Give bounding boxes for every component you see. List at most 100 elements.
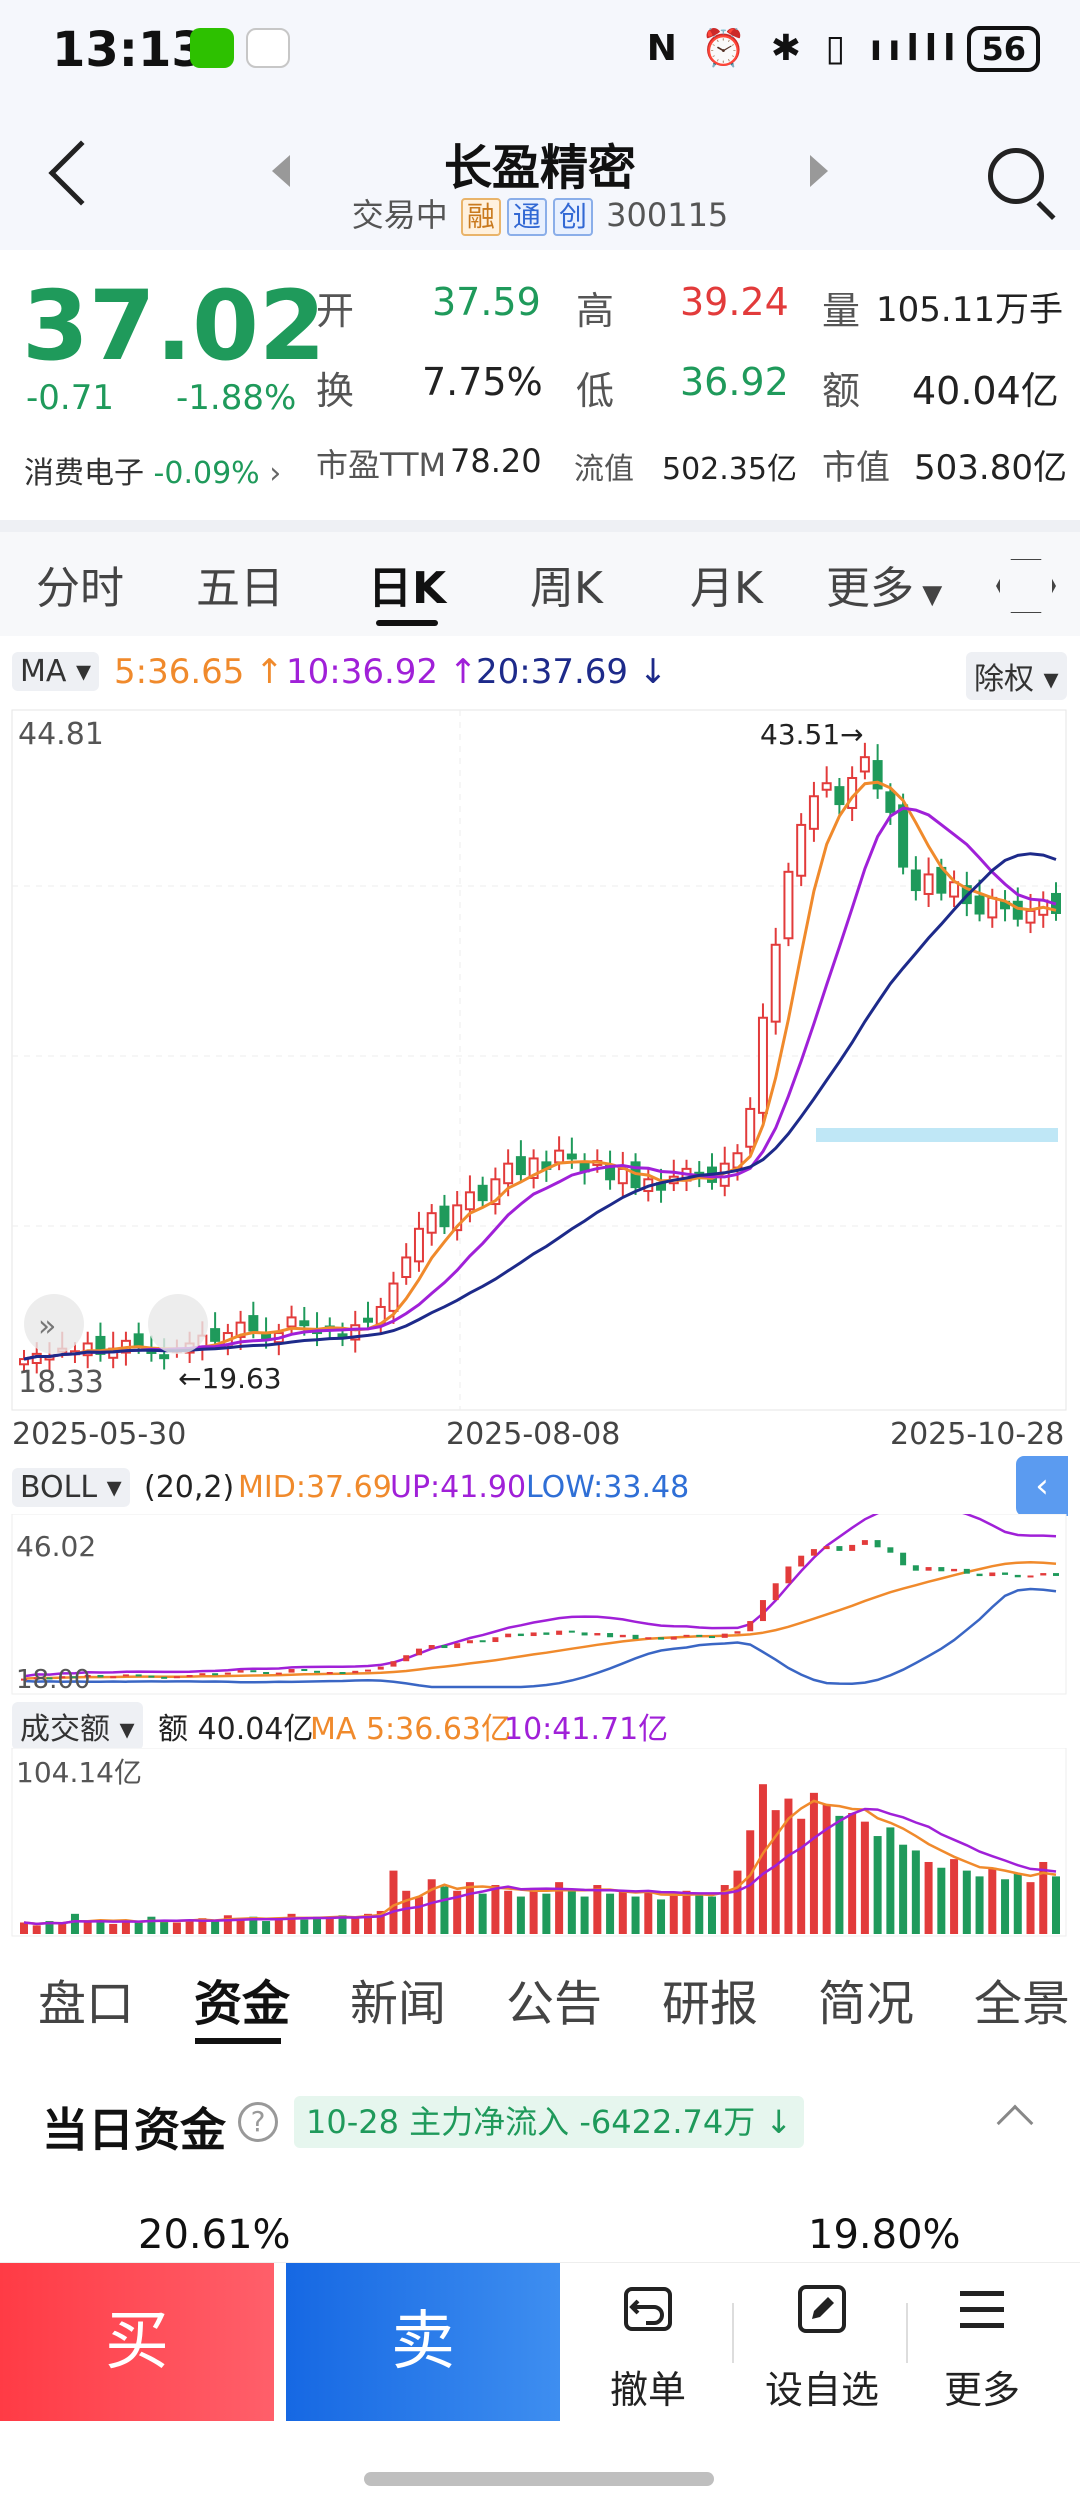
boll-y-max: 46.02 <box>16 1530 96 1563</box>
amount-bar <box>1013 1873 1022 1934</box>
amount-bar <box>147 1916 156 1934</box>
side-panel-toggle-icon[interactable]: ‹ <box>1016 1456 1068 1516</box>
stock-header: 长盈精密 交易中 融通创 300115 <box>0 100 1080 250</box>
tab-news[interactable]: 新闻 <box>350 1976 447 2032</box>
boll-candle <box>275 1672 282 1675</box>
more-button[interactable]: 更多 <box>912 2263 1052 2421</box>
candle-body <box>286 1316 297 1328</box>
amount-bar <box>937 1867 946 1934</box>
amount-bar <box>376 1910 385 1934</box>
tag-gem[interactable]: 创 <box>552 198 593 236</box>
add-watchlist-button[interactable]: 设自选 <box>752 2263 892 2421</box>
battery-icon: 56 <box>967 26 1040 72</box>
amount-bar <box>1052 1876 1060 1934</box>
tab-research[interactable]: 研报 <box>662 1976 759 2032</box>
adjust-selector[interactable]: 除权 ▾ <box>966 652 1067 700</box>
trade-status: 交易中 <box>351 196 448 234</box>
boll-candle <box>492 1637 499 1643</box>
tab-monthly-k[interactable]: 月K <box>690 563 763 614</box>
chart-settings-icon[interactable] <box>996 559 1056 613</box>
boll-mid: MID:37.69 <box>238 1470 392 1505</box>
amount-bar <box>657 1899 666 1934</box>
ma-selector[interactable]: MA ▾ <box>12 652 100 691</box>
boll-params: (20,2) <box>144 1470 235 1505</box>
boll-candle <box>734 1631 741 1634</box>
boll-candle <box>849 1544 856 1551</box>
tag-margin[interactable]: 融 <box>460 198 501 236</box>
mcap-label: 市值 <box>822 448 890 488</box>
cancel-order-button[interactable]: 撤单 <box>578 2263 718 2421</box>
candle <box>783 862 794 947</box>
candle-body <box>401 1256 412 1279</box>
x-mid-label: 2025-08-08 <box>446 1417 620 1452</box>
tab-overview[interactable]: 全景 <box>974 1976 1071 2032</box>
amount-bar-chart[interactable]: 104.14亿 <box>0 1748 1080 1938</box>
candle-body <box>477 1184 488 1202</box>
wechat-icon <box>190 28 234 68</box>
sector-link[interactable]: 消费电子 -0.09% › <box>24 448 281 492</box>
buy-button[interactable]: 买 <box>0 2263 274 2421</box>
amount-bar <box>924 1861 933 1934</box>
tab-profile[interactable]: 简况 <box>818 1976 915 2032</box>
collapse-panel-icon[interactable] <box>24 1294 84 1354</box>
low-value: 36.92 <box>680 360 789 404</box>
boll-candle <box>454 1643 461 1649</box>
search-icon[interactable] <box>988 148 1044 204</box>
candle-body <box>426 1212 437 1234</box>
prev-stock-icon[interactable] <box>272 155 290 187</box>
tab-orderbook[interactable]: 盘口 <box>38 1976 135 2032</box>
amount-value: 40.04亿 <box>912 369 1059 413</box>
candlestick-chart[interactable]: 44.81 18.33 43.51→ ←19.63 » 2025-05-30 2… <box>0 706 1080 1464</box>
amount-bar <box>644 1892 653 1934</box>
amount-bar <box>580 1896 589 1934</box>
boll-selector[interactable]: BOLL ▾ <box>12 1468 130 1507</box>
sell-button[interactable]: 卖 <box>286 2263 560 2421</box>
tab-funds[interactable]: 资金 <box>194 1976 291 2032</box>
candle <box>757 1003 768 1124</box>
candle-body <box>464 1191 475 1211</box>
amount-bar <box>198 1918 207 1934</box>
home-indicator[interactable] <box>364 2472 714 2486</box>
fullscreen-icon[interactable] <box>148 1294 208 1354</box>
candle-body <box>566 1153 577 1160</box>
tab-daily-k[interactable]: 日K <box>368 563 447 614</box>
volume-value: 105.11万手 <box>876 290 1063 330</box>
amount-bar <box>70 1913 79 1934</box>
candle-body <box>859 756 870 773</box>
candle <box>401 1243 412 1285</box>
boll-y-min: 18.00 <box>16 1665 90 1695</box>
boll-chart[interactable]: 46.02 18.00 <box>0 1514 1080 1696</box>
boll-candle <box>365 1669 371 1672</box>
amount-selector[interactable]: 成交额 ▾ <box>12 1702 143 1750</box>
next-stock-icon[interactable] <box>810 155 828 187</box>
candle-body <box>248 1315 259 1332</box>
amount-bar <box>338 1915 347 1934</box>
amount-bar <box>975 1876 984 1934</box>
amount-bar <box>784 1798 793 1934</box>
active-tab-indicator <box>195 2038 281 2044</box>
amount-bars-group <box>20 1784 1060 1934</box>
sector-change: -0.09% <box>153 456 260 491</box>
boll-candle <box>161 1676 168 1679</box>
boll-selector-label: BOLL <box>20 1470 98 1505</box>
amount-bar <box>414 1896 423 1934</box>
boll-candle <box>212 1673 219 1676</box>
tab-more[interactable]: 更多 ▼ <box>826 552 942 616</box>
candle-body <box>872 760 883 790</box>
tab-weekly-k[interactable]: 周K <box>530 563 603 614</box>
boll-candle <box>110 1676 117 1679</box>
tab-announcements[interactable]: 公告 <box>506 1976 603 2032</box>
tab-five-day[interactable]: 五日 <box>196 563 284 614</box>
help-icon[interactable]: ? <box>238 2102 278 2142</box>
amount-bar <box>300 1919 309 1934</box>
collapse-icon[interactable] <box>996 2104 1034 2142</box>
low-label: 低 <box>576 369 615 413</box>
collapse-panel-glyph: » <box>38 1309 56 1344</box>
amount-bar <box>708 1896 716 1934</box>
boll-candle <box>377 1666 384 1670</box>
tag-connect[interactable]: 通 <box>506 198 547 236</box>
boll-candle <box>989 1572 996 1577</box>
tab-intraday[interactable]: 分时 <box>36 563 124 614</box>
app-notification-icon <box>246 28 290 68</box>
amount-bar <box>860 1821 869 1934</box>
